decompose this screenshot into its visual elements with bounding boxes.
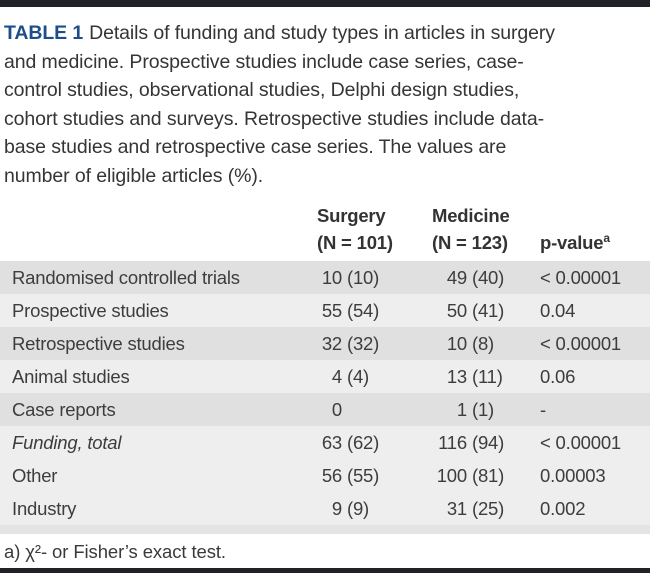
medicine-value: 1 (1) (425, 399, 535, 421)
table-row: Funding, total 63 (62) 116 (94) < 0.00001 (0, 426, 650, 459)
caption-line: and medicine. Prospective studies includ… (4, 50, 524, 73)
surgery-count: 56 (321, 464, 342, 486)
medicine-value: 31 (25) (425, 498, 535, 520)
p-value: 0.04 (540, 299, 576, 321)
p-value: < 0.00001 (540, 431, 622, 453)
medicine-count: 1 (456, 398, 467, 420)
surgery-value: 9 (9) (310, 498, 425, 520)
medicine-percent: (11) (472, 365, 503, 387)
row-label: Randomised controlled trials (12, 266, 240, 288)
p-value: < 0.00001 (540, 332, 622, 354)
caption-line: base studies and retrospective case seri… (4, 136, 507, 158)
medicine-value: 10 (8) (425, 333, 535, 355)
col-header-medicine-n: (N = 123) (432, 232, 508, 253)
table-row: Prospective studies 55 (54) 50 (41) 0.04 (0, 294, 650, 327)
surgery-percent: (62) (347, 431, 380, 453)
table-row: Other 56 (55) 100 (81) 0.00003 (0, 459, 650, 492)
medicine-count: 10 (446, 332, 467, 354)
p-value: < 0.00001 (540, 266, 622, 288)
surgery-count: 0 (331, 398, 342, 420)
medicine-count: 116 (438, 431, 467, 453)
surgery-percent: (55) (347, 464, 380, 486)
row-label: Animal studies (12, 365, 130, 387)
medicine-value: 49 (40) (425, 267, 535, 289)
surgery-count: 10 (321, 266, 342, 288)
medicine-value: 50 (41) (425, 300, 535, 322)
surgery-value: 10 (10) (310, 267, 425, 289)
medicine-percent: (25) (472, 497, 505, 519)
surgery-percent: (9) (347, 497, 370, 519)
surgery-value: 0 (310, 399, 425, 421)
col-header-surgery-n: (N = 101) (317, 232, 393, 253)
row-label: Retrospective studies (12, 332, 185, 354)
table-caption: TABLE 1 Details of funding and study type… (0, 7, 650, 190)
col-header-medicine: Medicine (N = 123) (425, 202, 535, 256)
table-row: Industry 9 (9) 31 (25) 0.002 (0, 492, 650, 525)
table-row: Animal studies 4 (4) 13 (11) 0.06 (0, 360, 650, 393)
surgery-percent: (10) (347, 266, 380, 288)
table-row: Randomised controlled trials 10 (10) 49 (4… (0, 261, 650, 294)
surgery-percent: (54) (347, 299, 380, 321)
table-row: Case reports 0 1 (1) - (0, 393, 650, 426)
surgery-value: 4 (4) (310, 366, 425, 388)
medicine-value: 13 (11) (425, 366, 535, 388)
p-value: - (540, 398, 546, 420)
row-label: Industry (12, 497, 77, 519)
medicine-count: 31 (446, 497, 467, 519)
surgery-percent: (4) (347, 365, 370, 387)
col-header-medicine-name: Medicine (432, 205, 510, 226)
caption-line: cohort studies and surveys. Retrospectiv… (4, 107, 544, 130)
top-rule (0, 0, 650, 7)
medicine-count: 49 (446, 266, 467, 288)
surgery-count: 55 (321, 299, 342, 321)
caption-text: Details of funding and study types in ar… (89, 22, 555, 44)
p-value: 0.00003 (540, 464, 606, 486)
medicine-value: 116 (94) (425, 432, 535, 454)
table-footnote: a) χ²- or Fisher’s exact test. (4, 541, 226, 562)
surgery-value: 32 (32) (310, 333, 425, 355)
table-bottom-strip (0, 525, 650, 534)
row-label: Funding, total (12, 431, 122, 453)
surgery-percent: (32) (347, 332, 380, 354)
surgery-value: 56 (55) (310, 465, 425, 487)
surgery-value: 55 (54) (310, 300, 425, 322)
medicine-value: 100 (81) (425, 465, 535, 487)
p-value: 0.002 (540, 497, 586, 519)
bottom-rule (0, 568, 650, 573)
medicine-percent: (40) (472, 266, 505, 288)
caption-label: TABLE 1 (4, 22, 84, 44)
col-header-surgery: Surgery (N = 101) (310, 202, 425, 256)
surgery-count: 9 (331, 497, 342, 519)
medicine-count: 50 (446, 299, 467, 321)
col-header-pvalue-name: p-value (540, 232, 604, 253)
table-body: Randomised controlled trials 10 (10) 49 (4… (0, 261, 650, 525)
medicine-percent: (81) (472, 464, 505, 486)
footnote-mark: a (603, 230, 610, 245)
surgery-count: 63 (321, 431, 342, 453)
col-header-surgery-name: Surgery (317, 205, 386, 226)
data-table: Surgery (N = 101) Medicine (N = 123) p-v… (0, 202, 650, 534)
row-label: Case reports (12, 398, 116, 420)
surgery-count: 4 (331, 365, 342, 387)
caption-line: TABLE 1 Details of funding and study type… (4, 19, 646, 48)
col-header-pvalue: p-valuea (535, 229, 650, 256)
surgery-count: 32 (321, 332, 342, 354)
medicine-percent: (41) (472, 299, 505, 321)
medicine-count: 13 (446, 365, 467, 387)
row-label: Prospective studies (12, 299, 169, 321)
p-value: 0.06 (540, 365, 576, 387)
medicine-percent: (1) (472, 398, 495, 420)
medicine-percent: (94) (472, 431, 505, 453)
caption-line: number of eligible articles (%). (4, 164, 264, 187)
medicine-percent: (8) (472, 332, 495, 354)
caption-line: control studies, observational studies, … (4, 79, 520, 101)
surgery-value: 63 (62) (310, 432, 425, 454)
table-row: Retrospective studies 32 (32) 10 (8) < 0.0… (0, 327, 650, 360)
medicine-count: 100 (436, 464, 467, 486)
table-header-row: Surgery (N = 101) Medicine (N = 123) p-v… (0, 202, 650, 256)
row-label: Other (12, 464, 58, 486)
